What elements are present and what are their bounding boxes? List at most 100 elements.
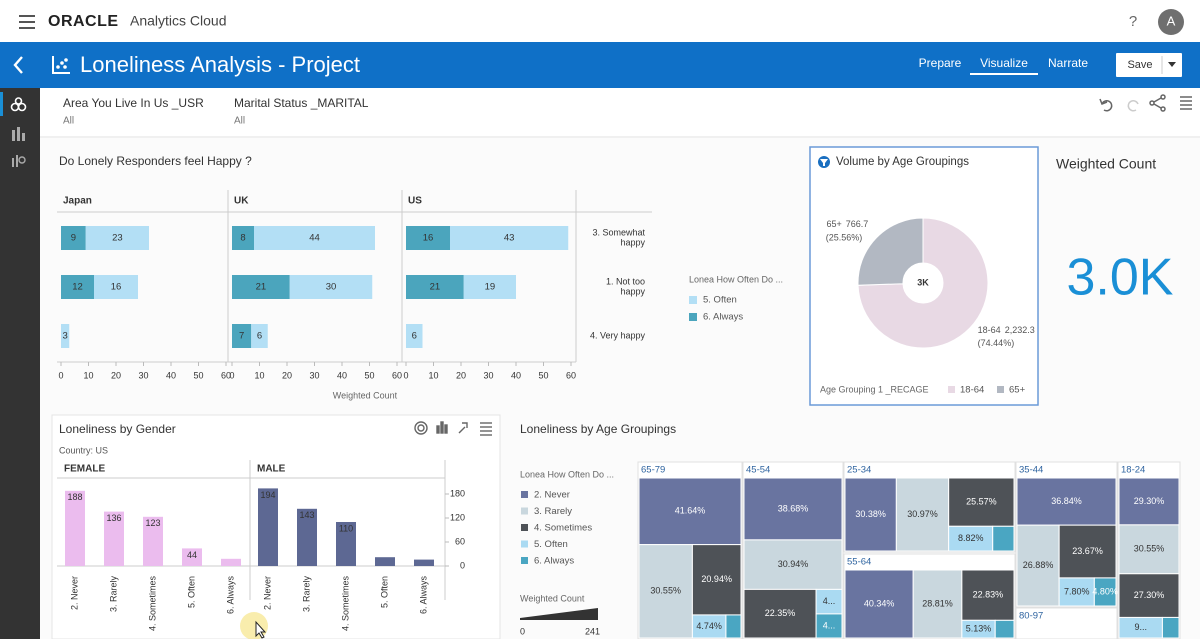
bar-segment	[450, 226, 569, 250]
x-tick-label: 60	[221, 370, 231, 380]
x-tick-label: 40	[337, 370, 347, 380]
category-label: 3. Somewhat happy	[592, 228, 645, 248]
treemap-cell-label: 25.57%	[966, 497, 997, 507]
donut-center-label: 3K	[917, 277, 929, 287]
x-tick-label: 20	[456, 370, 466, 380]
treemap-group-label: 25-34	[847, 465, 871, 476]
treemap-cell-label: 40.34%	[864, 598, 895, 608]
x-tick-label: 10	[254, 370, 264, 380]
cursor	[240, 612, 268, 639]
treemap-cell	[994, 619, 1015, 639]
chart-subtitle: Country: US	[59, 445, 108, 455]
back-button[interactable]	[13, 56, 23, 74]
bar-segment	[85, 226, 149, 250]
legend-title: Lonea How Often Do ...	[520, 469, 614, 479]
sidebar-icon-data[interactable]	[10, 97, 27, 112]
bar-value-label: 21	[256, 282, 267, 293]
legend-label: 5. Often	[703, 295, 737, 306]
filter-value[interactable]: All	[63, 116, 74, 127]
save-dropdown[interactable]	[1168, 62, 1176, 67]
treemap-cell	[1058, 524, 1117, 579]
legend-label: 4. Sometimes	[534, 523, 592, 534]
slice-category: 65+	[827, 220, 842, 230]
sidebar-icon-viz[interactable]	[12, 127, 25, 141]
x-tick-label: 50	[538, 370, 548, 380]
legend-swatch	[521, 507, 528, 515]
treemap-cell-label: 30.55%	[650, 586, 681, 596]
x-tick-label: 60	[392, 370, 402, 380]
legend-swatch	[521, 557, 528, 564]
x-tick-label: 5. Often	[186, 576, 196, 608]
treemap-cell-label: 36.84%	[1051, 496, 1082, 506]
kpi-title: Weighted Count	[1056, 156, 1156, 172]
treemap-cell-label: 26.88%	[1023, 560, 1054, 570]
y-tick-label: 60	[455, 536, 465, 546]
category-label: 4. Very happy	[590, 330, 646, 340]
legend-swatch	[689, 296, 697, 304]
chart-title: Do Lonely Responders feel Happy ?	[59, 154, 252, 168]
bar-segment	[289, 275, 373, 299]
column-value-label: 136	[106, 513, 121, 523]
x-tick-label: 4. Sometimes	[340, 576, 350, 632]
column-value-label: 123	[145, 518, 160, 528]
column	[375, 557, 395, 566]
treemap-cell	[948, 477, 1015, 527]
x-tick-label: 6. Always	[418, 576, 428, 615]
filter-label[interactable]: Area You Live In Us _USR	[63, 96, 204, 110]
treemap-cell-label: 4...	[823, 596, 836, 606]
legend-swatch	[997, 386, 1004, 393]
column-value-label: 143	[299, 510, 314, 520]
treemap-cell-label: 30.55%	[1134, 544, 1165, 554]
sidebar-active	[0, 92, 3, 116]
tab[interactable]: Prepare	[919, 56, 962, 70]
slice-value: 766.7	[846, 220, 869, 230]
bar-value-label: 12	[72, 282, 83, 293]
avatar-letter: A	[1167, 13, 1176, 28]
treemap-cell-label: 7.80%	[1064, 586, 1090, 596]
slice-percent: (74.44%)	[978, 338, 1015, 348]
x-tick-label: 10	[83, 370, 93, 380]
help-button[interactable]: ?	[1129, 13, 1137, 30]
x-tick-label: 2. Never	[69, 576, 79, 610]
treemap-cell-label: 30.38%	[855, 509, 886, 519]
bar-value-label: 30	[326, 282, 337, 293]
x-tick-label: 50	[193, 370, 203, 380]
bar-segment	[254, 226, 375, 250]
treemap-cell	[1016, 477, 1117, 526]
filter-value[interactable]: All	[234, 116, 245, 127]
chart-title: Volume by Age Groupings	[836, 156, 969, 168]
x-tick-label: 60	[566, 370, 576, 380]
column	[65, 490, 85, 566]
treemap-cell-label: 23.67%	[1072, 546, 1103, 556]
x-tick-label: 30	[138, 370, 148, 380]
size-legend-title: Weighted Count	[520, 593, 585, 603]
slice-percent: (25.56%)	[826, 233, 863, 243]
bar-value-label: 16	[423, 233, 434, 244]
filter-label[interactable]: Marital Status _MARITAL	[234, 96, 369, 110]
treemap-cell	[638, 544, 693, 639]
x-tick-label: 4. Sometimes	[147, 576, 157, 632]
slice-category: 18-64	[978, 325, 1001, 335]
treemap-group-label: 65-79	[641, 465, 665, 476]
treemap-cell-label: 30.97%	[907, 509, 938, 519]
treemap-group	[1015, 607, 1118, 639]
treemap-cell-label: 4.80%	[1092, 586, 1118, 596]
bar-value-label: 9	[71, 233, 76, 244]
save-button[interactable]	[1116, 53, 1182, 77]
treemap-cell	[1016, 524, 1060, 607]
sidebar-icon-analytics[interactable]	[12, 155, 26, 167]
save-label: Save	[1127, 59, 1152, 71]
panel-header: FEMALE	[64, 464, 105, 475]
tab-active[interactable]: Visualize	[980, 56, 1028, 70]
menu-button[interactable]	[19, 15, 35, 29]
avatar[interactable]	[1158, 9, 1184, 35]
x-tick-label: 20	[111, 370, 121, 380]
tab[interactable]: Narrate	[1048, 56, 1088, 70]
legend-label: 6. Always	[703, 312, 743, 323]
treemap-cell-label: 29.30%	[1134, 496, 1165, 506]
gender-card-tools[interactable]	[414, 421, 492, 436]
column	[414, 559, 434, 566]
canvas-toolbar[interactable]	[1099, 94, 1192, 112]
bar-value-label: 19	[485, 282, 496, 293]
